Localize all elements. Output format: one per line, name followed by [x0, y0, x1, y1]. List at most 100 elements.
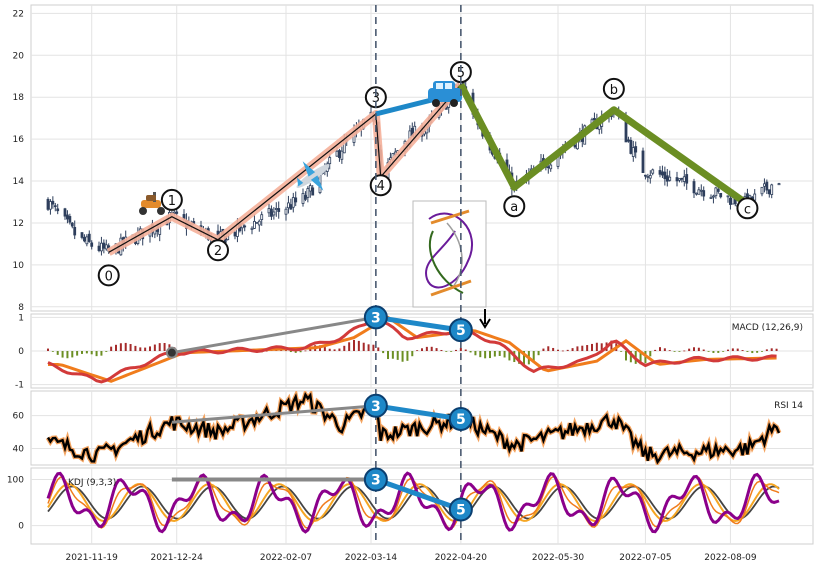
- candle-body: [651, 169, 655, 174]
- wave-label-3: 3: [372, 91, 380, 106]
- candle-body: [51, 200, 55, 205]
- candle-body: [284, 208, 288, 215]
- candle-body: [66, 214, 69, 220]
- candle-body: [697, 189, 701, 195]
- macd-histogram-bar: [149, 346, 151, 351]
- macd-histogram-bar: [343, 345, 346, 351]
- candle-body: [104, 244, 108, 250]
- price-y-tick-label: 22: [13, 9, 24, 19]
- macd-histogram-bar: [591, 343, 593, 351]
- candle-body: [274, 208, 278, 210]
- macd-histogram-bar: [163, 342, 166, 351]
- macd-histogram-bar: [532, 351, 535, 363]
- elliott-waves: 0 1 2 3 4 5 a b c: [97, 61, 759, 287]
- candle-body: [668, 176, 672, 181]
- macd-histogram-bar: [299, 351, 302, 353]
- wave-circle: [97, 264, 120, 287]
- divergence-circle: [363, 305, 388, 330]
- macd-histogram-bar: [586, 345, 589, 351]
- candle-body: [253, 221, 256, 229]
- candle-body: [631, 147, 635, 157]
- candle-body: [70, 222, 74, 227]
- macd-histogram-bar: [518, 351, 521, 364]
- macd-histogram-bar: [469, 351, 472, 353]
- candle-body: [291, 197, 295, 208]
- candle-body: [546, 166, 550, 169]
- macd-histogram-bar: [484, 351, 487, 359]
- macd-histogram-bar: [761, 351, 763, 352]
- candle-body: [573, 144, 577, 148]
- candle-body: [699, 189, 703, 192]
- candle-body: [233, 232, 237, 237]
- macd-histogram-bar: [139, 347, 142, 351]
- wave-label-1: 1: [168, 194, 176, 209]
- candle-body: [87, 233, 91, 242]
- candle-body: [641, 150, 645, 173]
- x-tick-label: 2022-08-09: [704, 553, 757, 563]
- candle-body: [335, 150, 339, 157]
- macd-histogram-bar: [459, 348, 462, 351]
- candle-body: [661, 171, 664, 176]
- candle-body: [549, 164, 553, 170]
- macd-histogram-bar: [105, 351, 108, 352]
- macd-histogram-bar: [673, 351, 676, 352]
- macd-histogram-bar: [707, 351, 710, 352]
- divergence-circle: [448, 406, 473, 431]
- macd-histogram-bar: [129, 344, 132, 351]
- candle-body: [716, 188, 720, 192]
- candle-body: [257, 220, 261, 226]
- macd-histogram-bar: [678, 351, 681, 352]
- macd-histogram-bar: [571, 348, 574, 351]
- macd-histogram-bar: [668, 350, 671, 351]
- rsi-panel: [45, 391, 782, 465]
- candle-body: [308, 185, 312, 192]
- price-y-tick-label: 14: [13, 177, 25, 187]
- candle-body: [287, 202, 290, 209]
- macd-histogram-bar: [649, 351, 652, 357]
- x-tick-label: 2021-12-24: [151, 553, 204, 563]
- macd-histogram-bar: [581, 345, 584, 351]
- candle-body: [678, 178, 681, 181]
- price-y-tick-label: 12: [13, 219, 24, 229]
- macd-histogram-bar: [659, 347, 661, 351]
- airplane-icon: [296, 161, 330, 191]
- macd-pivot-dot: [165, 346, 178, 359]
- macd-histogram-bar: [712, 351, 715, 353]
- candle-body: [63, 208, 67, 217]
- macd-histogram-bar: [717, 351, 720, 353]
- macd-histogram-bar: [702, 349, 705, 351]
- macd-histogram-bar: [51, 351, 54, 352]
- macd-histogram-bar: [391, 351, 394, 359]
- candle-body: [702, 190, 706, 197]
- macd-histogram-bar: [595, 342, 598, 351]
- wave-circle: [602, 77, 625, 100]
- macd-histogram-bar: [654, 349, 657, 351]
- macd-divergence-line: [375, 314, 462, 333]
- macd-histogram-bar: [542, 348, 545, 351]
- rsi-y-tick-label: 40: [13, 445, 25, 455]
- candle-body: [753, 193, 757, 201]
- axis-labels: MACD (12,26,9) RSI 14 KDJ (9,3,3): [68, 323, 803, 488]
- car-icon: [428, 81, 462, 107]
- macd-histogram-bar: [119, 343, 122, 351]
- price-y-tick-label: 16: [13, 135, 25, 145]
- macd-histogram-bar: [396, 351, 399, 360]
- macd-histogram-bar: [367, 344, 370, 351]
- candle-body: [695, 192, 698, 195]
- wave-label-5: 5: [457, 66, 465, 81]
- macd-trend-line: [171, 315, 377, 355]
- macd-histogram-bar: [387, 351, 389, 360]
- impulse-wave-line: [108, 84, 462, 253]
- candle-body: [260, 214, 264, 220]
- candle-body: [328, 157, 332, 165]
- macd-histogram-bar: [81, 351, 83, 354]
- candle-body: [255, 221, 259, 224]
- rsi-line: [46, 391, 781, 465]
- candle-body: [682, 176, 686, 182]
- macd-histogram-bar: [158, 343, 161, 351]
- macd-histogram-bar: [90, 351, 93, 355]
- macd-panel: [47, 315, 778, 384]
- candle-body: [763, 183, 766, 187]
- macd-histogram-bar: [153, 344, 156, 351]
- macd-histogram-bar: [134, 345, 137, 351]
